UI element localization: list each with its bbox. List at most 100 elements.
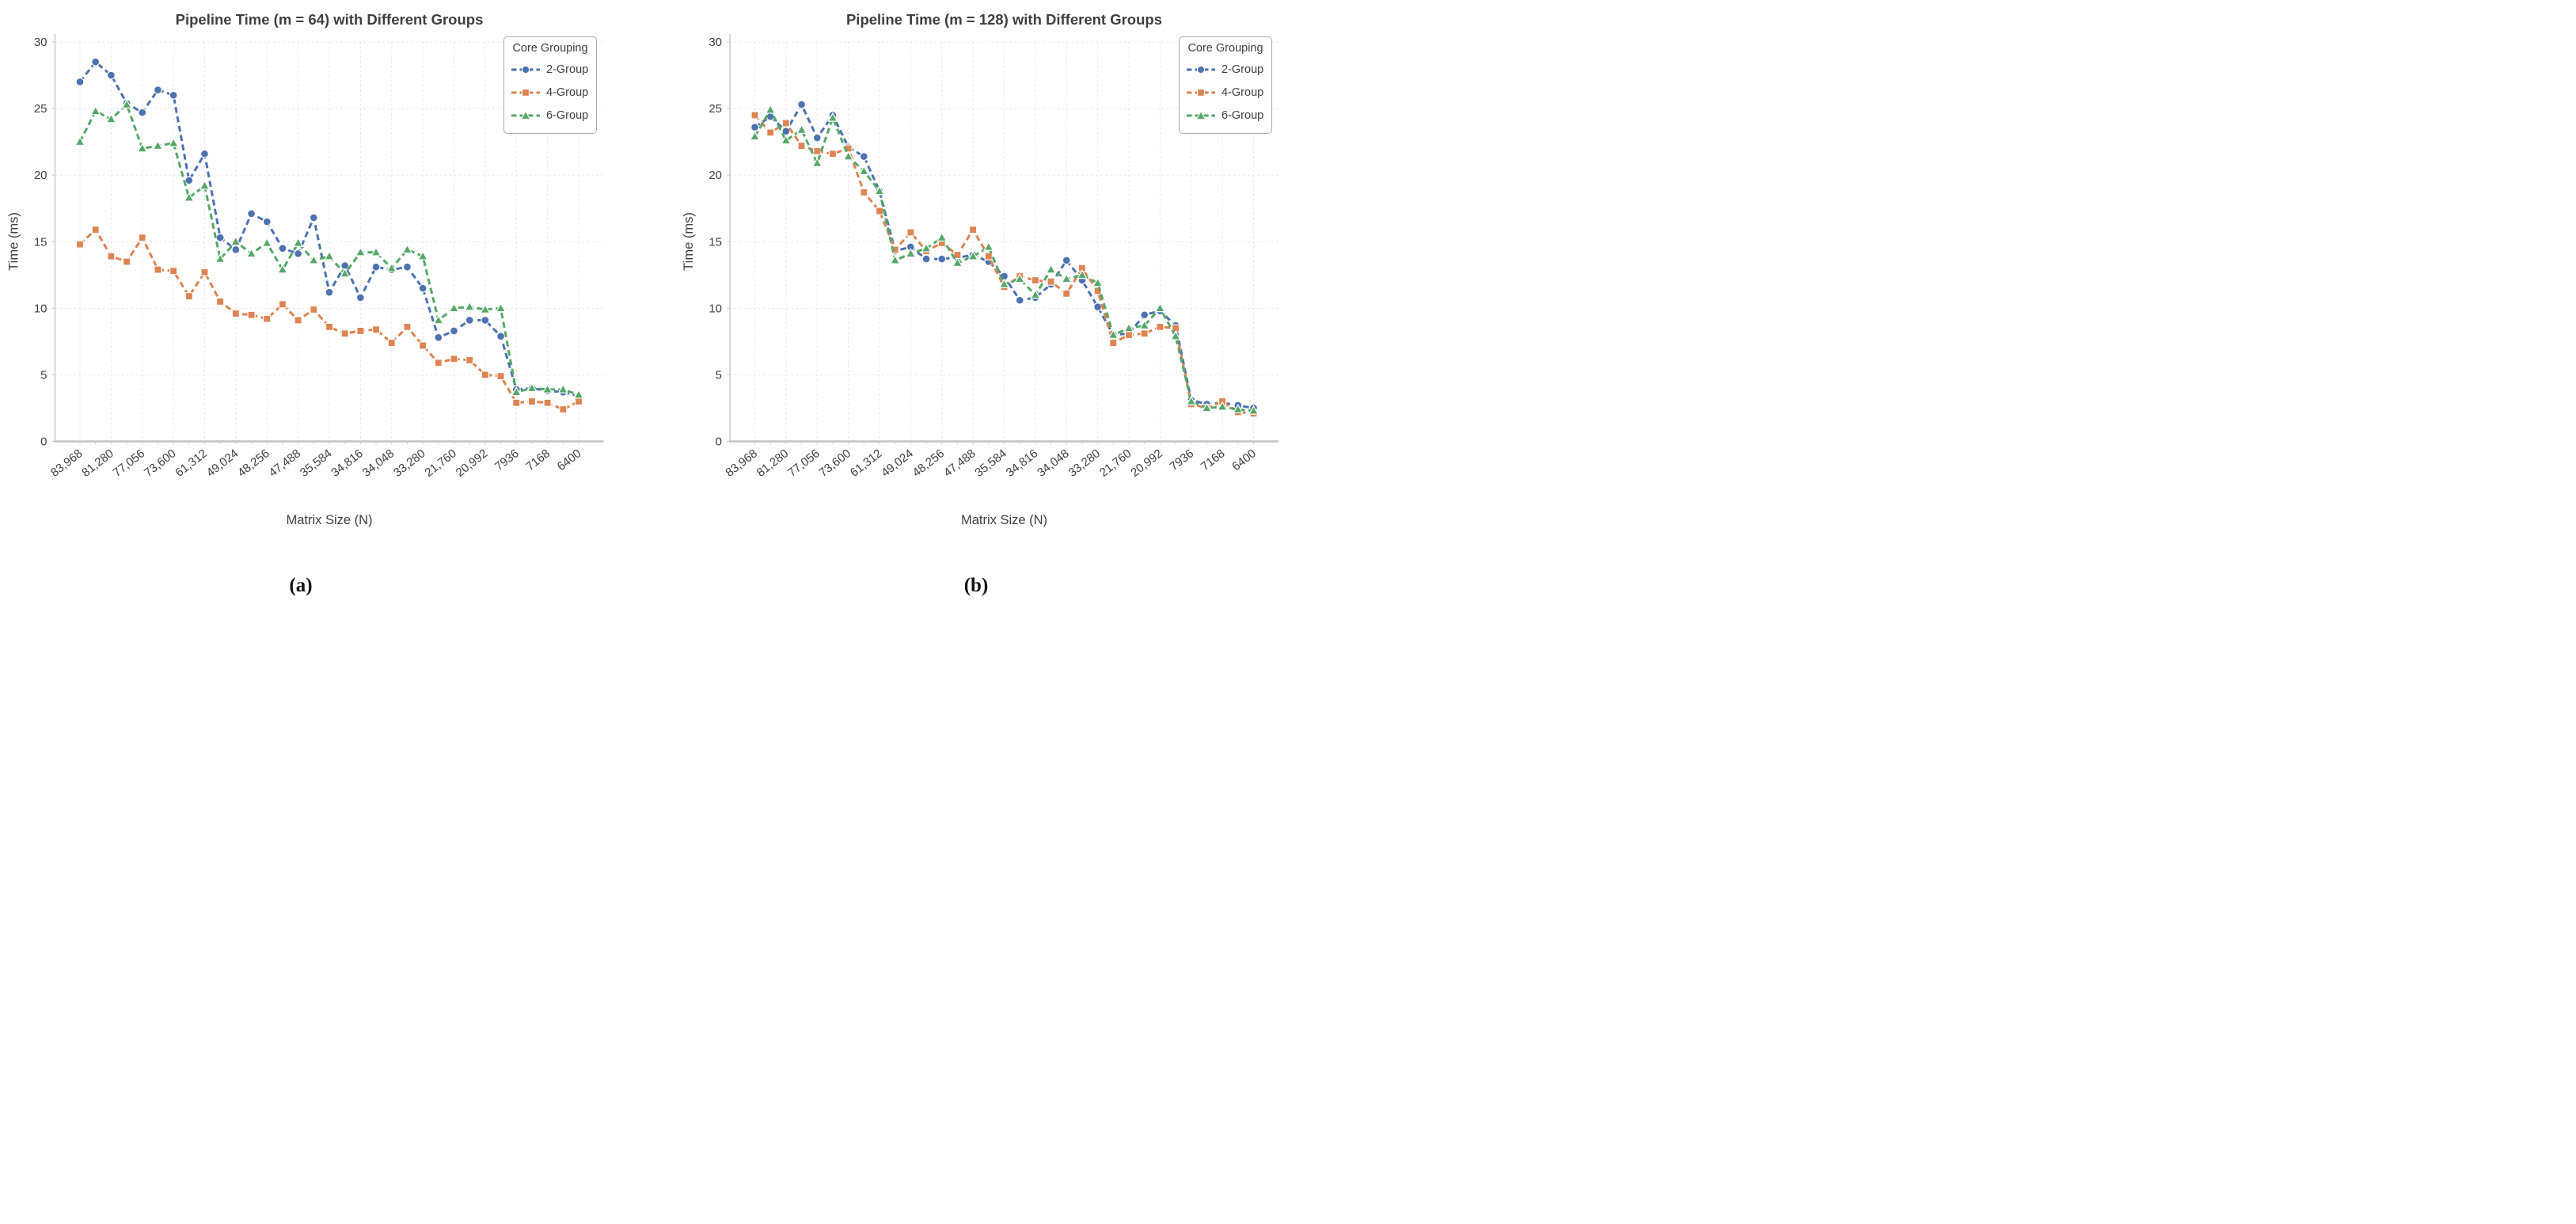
data-point-marker — [574, 397, 583, 406]
data-point-marker — [1156, 322, 1165, 331]
data-point-marker — [247, 310, 256, 319]
data-point-marker — [921, 254, 931, 264]
legend-entry-6group: 6-Group — [1186, 104, 1265, 127]
data-point-marker — [122, 257, 131, 266]
y-tick-label: 10 — [709, 302, 722, 315]
data-point-marker — [1109, 338, 1118, 348]
x-tick-label: 20,992 — [1128, 447, 1165, 480]
data-point-marker — [401, 244, 413, 254]
legend-swatch-2group-icon — [511, 65, 540, 74]
x-tick-label: 34,816 — [1004, 447, 1041, 480]
data-point-marker — [559, 405, 568, 414]
data-point-marker — [340, 329, 349, 338]
x-tick-label: 33,280 — [391, 447, 428, 480]
data-point-marker — [781, 119, 790, 127]
legend-label: 6-Group — [546, 108, 589, 122]
data-point-marker — [184, 192, 195, 202]
data-point-marker — [1123, 322, 1134, 333]
data-point-marker — [370, 246, 382, 257]
data-point-marker — [812, 133, 822, 143]
data-point-marker — [169, 267, 178, 276]
legend-entry-4group: 4-Group — [511, 81, 590, 104]
data-point-marker — [371, 325, 381, 334]
data-point-marker — [261, 237, 272, 247]
data-point-marker — [215, 253, 226, 264]
data-point-marker — [1186, 395, 1197, 405]
data-point-marker — [465, 355, 474, 365]
legend-right: Core Grouping 2-Group 4-Group 6-Group — [1179, 36, 1272, 134]
x-tick-label: 61,312 — [173, 447, 210, 480]
data-point-marker — [1031, 276, 1039, 285]
data-point-marker — [496, 371, 505, 381]
data-point-marker — [858, 165, 870, 176]
data-point-marker — [811, 157, 823, 167]
data-point-marker — [796, 124, 807, 134]
data-point-marker — [105, 113, 117, 124]
legend-label: 4-Group — [546, 86, 589, 99]
data-point-marker — [1124, 330, 1134, 340]
legend-swatch-6group-icon — [1187, 109, 1215, 120]
data-point-marker — [1062, 256, 1071, 265]
x-tick-label: 49,024 — [879, 447, 916, 480]
data-point-marker — [813, 146, 822, 155]
data-point-marker — [464, 301, 475, 311]
data-point-marker — [386, 262, 397, 272]
legend-swatch-6group-icon — [511, 109, 540, 120]
data-point-marker — [231, 309, 240, 318]
data-point-marker — [433, 314, 444, 325]
data-point-marker — [403, 322, 412, 331]
data-point-marker — [450, 355, 458, 363]
y-tick-label: 30 — [34, 36, 47, 49]
y-tick-label: 0 — [716, 435, 722, 449]
data-point-marker — [417, 250, 428, 260]
data-point-marker — [573, 389, 584, 399]
data-point-marker — [154, 265, 162, 274]
data-point-marker — [1248, 405, 1260, 415]
chart-title: Pipeline Time (m = 64) with Different Gr… — [176, 11, 484, 28]
x-tick-label: 35,584 — [298, 447, 335, 480]
x-tick-label: 6400 — [555, 447, 584, 473]
data-point-marker — [781, 135, 792, 145]
data-point-marker — [937, 232, 948, 242]
data-point-marker — [1217, 401, 1228, 411]
data-point-marker — [766, 128, 775, 137]
data-point-marker — [749, 131, 761, 141]
data-point-marker — [216, 297, 225, 306]
data-point-marker — [481, 315, 490, 325]
legend-entry-6group: 6-Group — [511, 104, 590, 127]
subfigure-caption-a: (a) — [289, 575, 313, 596]
legend-title: Core Grouping — [1187, 42, 1263, 55]
data-point-marker — [541, 383, 553, 393]
data-point-marker — [308, 254, 320, 264]
data-point-marker — [937, 254, 947, 264]
data-point-marker — [448, 302, 460, 313]
legend-label: 2-Group — [546, 63, 589, 76]
legend-left: Core Grouping 2-Group 4-Group 6-Group — [503, 36, 597, 134]
charts-canvas: 05101520253083,96881,28077,05673,60061,3… — [7, 11, 1279, 527]
data-point-marker — [1140, 310, 1149, 320]
data-point-marker — [496, 332, 506, 341]
data-point-marker — [75, 77, 85, 86]
data-point-marker — [906, 228, 915, 237]
x-tick-label: 7168 — [1199, 447, 1228, 473]
data-point-marker — [797, 100, 807, 109]
data-point-marker — [247, 209, 256, 219]
data-point-marker — [1047, 277, 1055, 286]
data-point-marker — [512, 398, 521, 407]
legend-swatch-4group-icon — [511, 88, 540, 97]
y-tick-label: 15 — [709, 235, 722, 249]
data-point-marker — [765, 104, 776, 114]
data-point-marker — [419, 341, 427, 350]
data-point-marker — [859, 152, 868, 162]
data-point-marker — [449, 326, 458, 336]
data-point-marker — [199, 180, 211, 190]
data-point-marker — [983, 241, 994, 251]
x-tick-label: 73,600 — [816, 447, 853, 480]
y-tick-label: 10 — [34, 302, 47, 315]
data-point-marker — [797, 142, 806, 150]
data-point-marker — [1140, 329, 1149, 338]
data-point-marker — [294, 316, 302, 325]
data-point-marker — [107, 252, 116, 260]
data-point-marker — [527, 397, 537, 406]
data-point-marker — [74, 135, 85, 146]
